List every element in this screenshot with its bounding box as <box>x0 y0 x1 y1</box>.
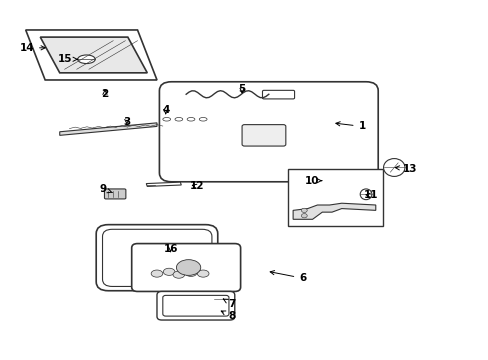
Ellipse shape <box>163 117 170 121</box>
Text: 7: 7 <box>223 299 236 309</box>
Text: 6: 6 <box>270 271 306 283</box>
Text: 13: 13 <box>394 163 416 174</box>
Ellipse shape <box>163 268 175 275</box>
Polygon shape <box>146 182 181 186</box>
Ellipse shape <box>199 117 206 121</box>
Polygon shape <box>60 123 157 135</box>
Text: 9: 9 <box>100 184 112 194</box>
Ellipse shape <box>301 208 306 212</box>
Ellipse shape <box>301 213 306 218</box>
Ellipse shape <box>197 270 208 277</box>
Text: 12: 12 <box>189 181 203 192</box>
Text: 16: 16 <box>163 244 178 253</box>
Ellipse shape <box>213 294 228 303</box>
FancyBboxPatch shape <box>131 244 240 292</box>
Ellipse shape <box>151 270 163 277</box>
Ellipse shape <box>187 117 195 121</box>
Text: 2: 2 <box>101 89 108 99</box>
Ellipse shape <box>78 55 95 64</box>
Polygon shape <box>292 203 375 219</box>
Text: 3: 3 <box>123 117 130 127</box>
FancyBboxPatch shape <box>287 169 382 226</box>
Ellipse shape <box>383 158 404 176</box>
Ellipse shape <box>173 271 184 278</box>
Text: 1: 1 <box>335 121 365 131</box>
Ellipse shape <box>185 269 197 276</box>
Text: 10: 10 <box>304 176 321 186</box>
Ellipse shape <box>175 117 183 121</box>
FancyBboxPatch shape <box>157 292 234 320</box>
Text: 14: 14 <box>20 43 45 53</box>
Polygon shape <box>40 37 147 73</box>
Ellipse shape <box>360 189 371 200</box>
FancyBboxPatch shape <box>262 90 294 99</box>
Text: 8: 8 <box>221 311 236 321</box>
Text: 5: 5 <box>238 84 245 94</box>
Text: 11: 11 <box>363 190 377 201</box>
FancyBboxPatch shape <box>104 189 125 199</box>
FancyBboxPatch shape <box>96 225 217 291</box>
FancyBboxPatch shape <box>159 82 377 182</box>
Ellipse shape <box>176 260 201 275</box>
FancyBboxPatch shape <box>242 125 285 146</box>
Text: 4: 4 <box>162 105 169 115</box>
Text: 15: 15 <box>57 54 78 64</box>
